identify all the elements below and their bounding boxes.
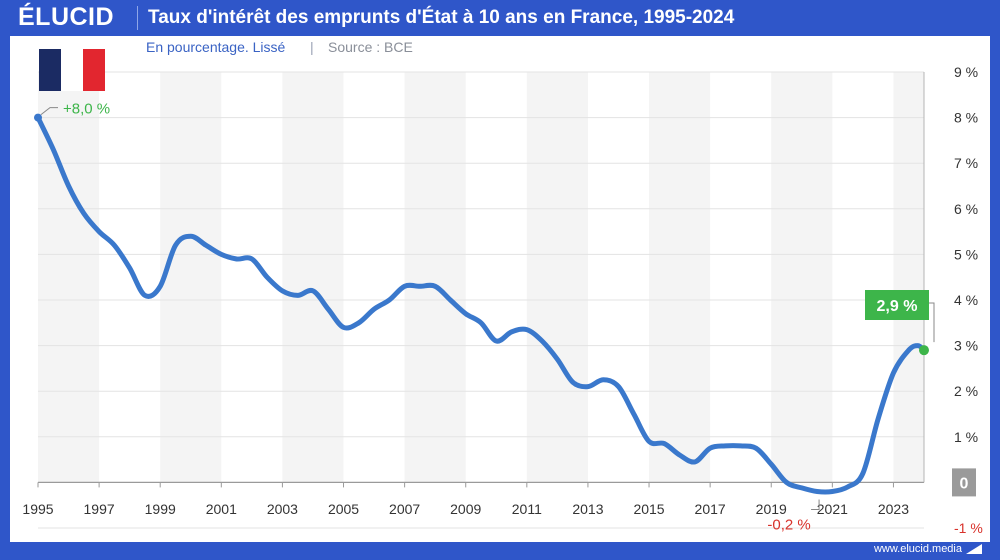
year-band [771,72,833,483]
start-value-label: +8,0 % [63,101,110,118]
x-tick-label: 2007 [389,501,420,517]
x-tick-label: 2019 [756,501,787,517]
y-tick-label: -1 % [954,520,983,536]
series-lines [35,115,927,495]
x-axis: 1995 1997 1999 2001 2003 2005 2007 2009 2011 2013… [22,482,909,517]
x-tick-label: 1995 [22,501,53,517]
subtitle-separator: | [310,39,314,55]
start-leader-line [40,107,58,115]
end-leader-line [929,302,935,343]
annotations: +8,0 % -0,2 % 2,9 % [34,101,935,534]
y-axis: 9 % 8 % 7 % 6 % 5 % 4 % 3 % 2 % 1 % 0 -1 % [952,64,983,536]
y-tick-label: 3 % [954,338,978,354]
y-tick-label: 8 % [954,110,978,126]
zero-badge-label: 0 [960,475,969,492]
header-divider [137,6,138,30]
x-tick-label: 2001 [206,501,237,517]
x-tick-label: 2011 [512,501,542,517]
y-tick-label: 6 % [954,201,978,217]
y-tick-label: 7 % [954,155,978,171]
chart-source: Source : BCE [328,39,413,55]
series-line [35,115,927,495]
x-tick-label: 2021 [817,501,848,517]
year-band [526,72,588,483]
x-tick-label: 1997 [84,501,115,517]
y-tick-label: 1 % [954,429,978,445]
chart-subtitle: En pourcentage. Lissé [146,39,286,55]
alternating-year-bands [38,72,924,483]
france-flag-icon [39,49,105,91]
chart-title: Taux d'intérêt des emprunts d'État à 10 … [148,7,735,28]
brand-logo: ÉLUCID [18,3,115,31]
x-tick-label: 2013 [572,501,603,517]
y-tick-label: 9 % [954,64,978,80]
grid-lines [38,71,925,529]
header-bar: ÉLUCID Taux d'intérêt des emprunts d'Éta… [0,0,1000,36]
x-tick-label: 2017 [695,501,726,517]
chart-panel: 1995 1997 1999 2001 2003 2005 2007 2009 2011 2013… [10,36,990,542]
end-value-badge [865,290,929,320]
end-value-label: 2,9 % [877,298,918,315]
x-tick-label: 2023 [878,501,909,517]
start-point [34,113,42,122]
footer-url: www.elucid.media [873,543,962,555]
x-tick-label: 2005 [328,501,359,517]
year-band [404,72,466,483]
min-leader-line [811,499,820,511]
x-tick-label: 2003 [267,501,298,517]
x-tick-label: 2015 [633,501,664,517]
x-tick-label: 1999 [145,501,176,517]
year-band [282,72,344,483]
end-point [919,345,929,356]
min-value-label: -0,2 % [767,517,810,534]
zero-badge [952,468,976,497]
year-band [649,72,711,483]
line-chart: 1995 1997 1999 2001 2003 2005 2007 2009 2011 2013… [22,39,983,536]
brand-mark-icon [966,544,982,554]
year-band [893,72,924,483]
y-tick-label: 2 % [954,383,978,399]
x-tick-label: 2009 [450,501,481,517]
y-tick-label: 4 % [954,292,978,308]
y-tick-label: 5 % [954,246,978,262]
year-band [160,72,222,483]
